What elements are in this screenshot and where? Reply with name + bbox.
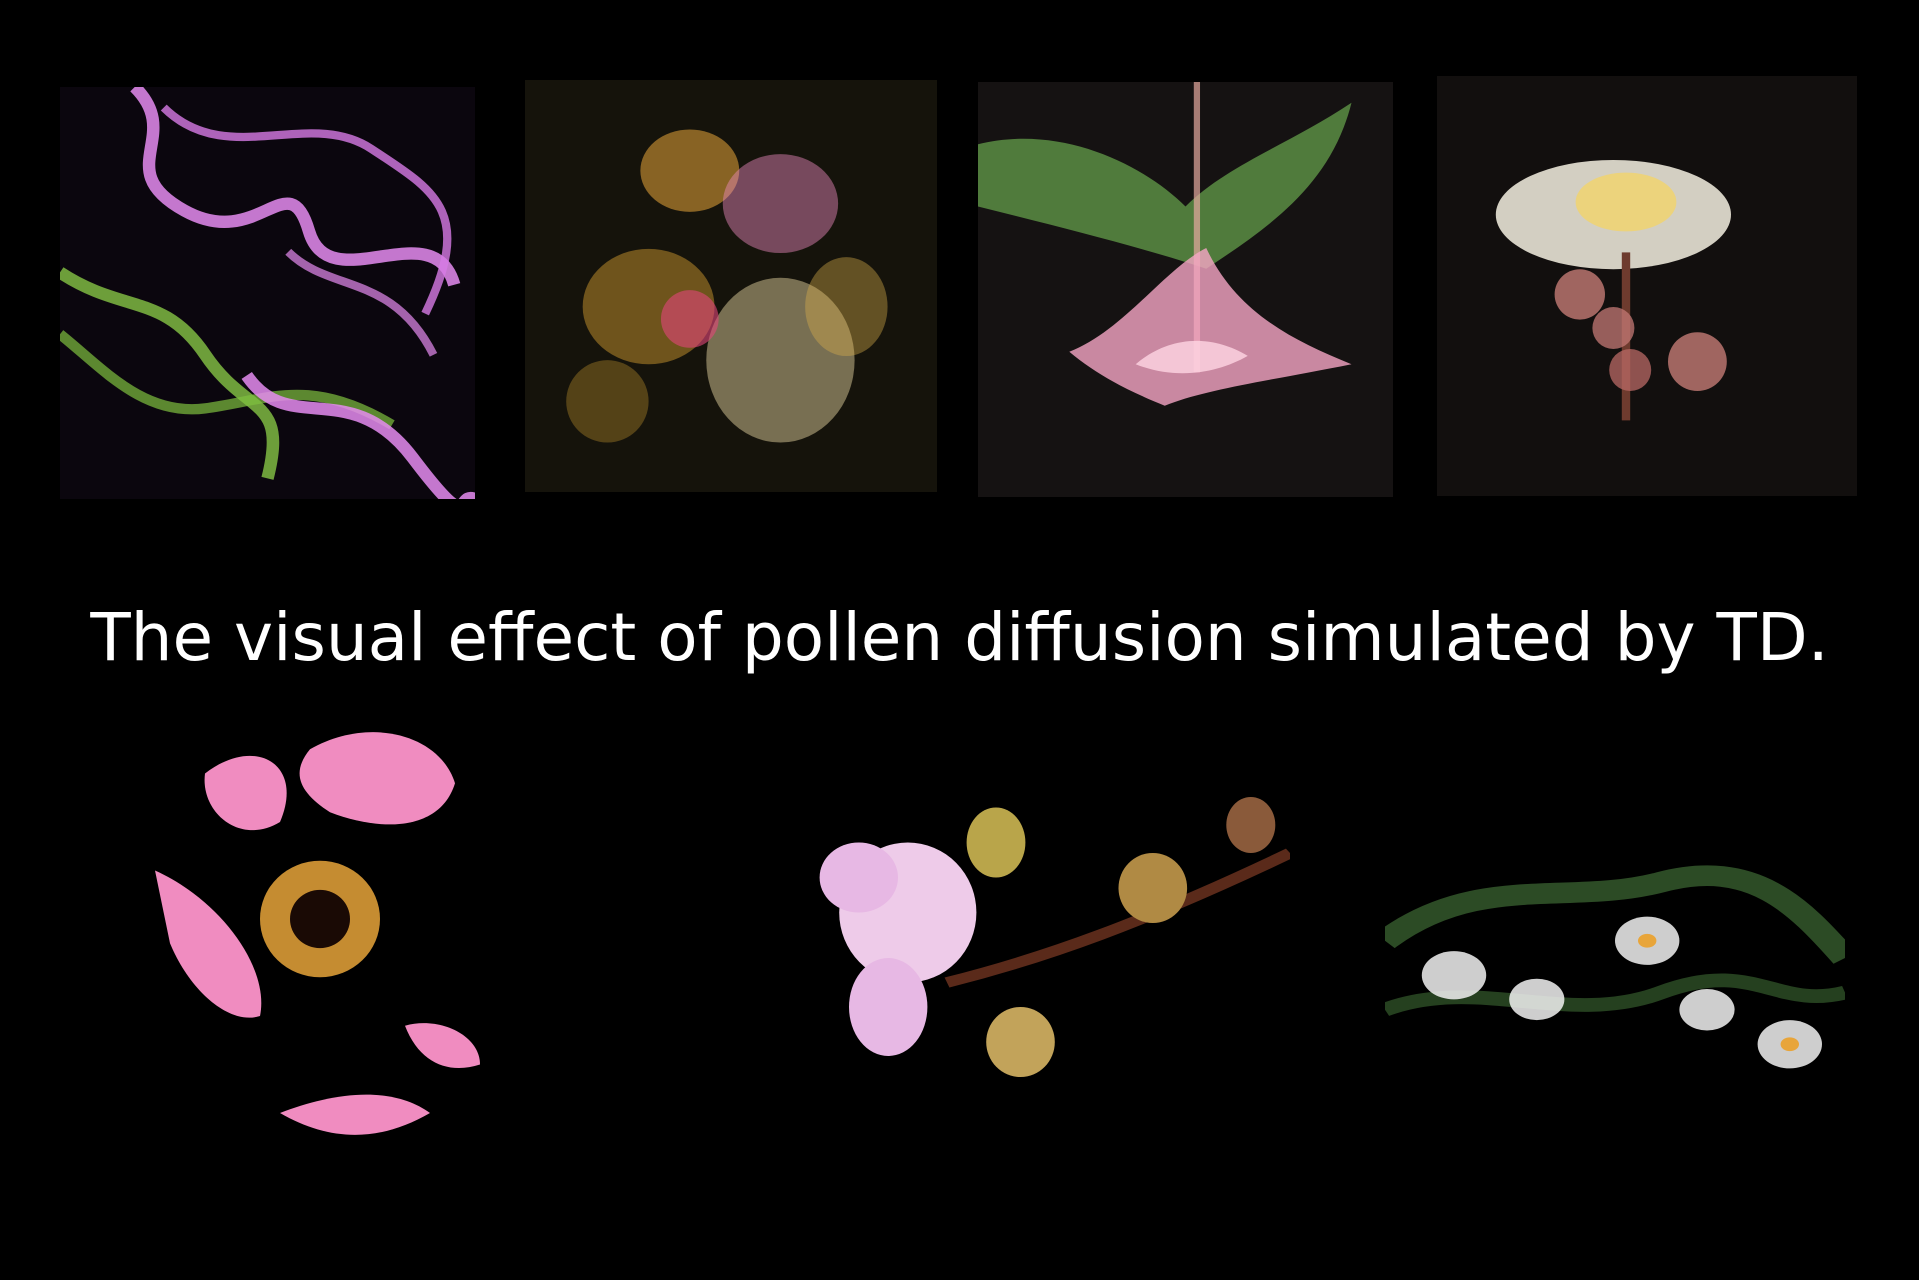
pink-petals-art <box>130 725 630 1210</box>
violet-swirls-art <box>60 87 475 499</box>
image-white-flowers-green-vine <box>1385 820 1845 1165</box>
image-green-leaf-pink-flower <box>978 82 1393 497</box>
golden-pollen-art <box>525 80 937 492</box>
vine-flowers-art <box>1385 820 1845 1165</box>
image-pink-petals-dispersing <box>130 725 630 1210</box>
image-white-blossom <box>1437 76 1857 496</box>
white-blossom-art <box>1437 76 1857 496</box>
image-pink-orchid <box>800 790 1290 1140</box>
image-golden-pollen-cluster <box>525 80 937 492</box>
image-violet-swirls <box>60 87 475 499</box>
orchid-art <box>800 790 1290 1140</box>
leaf-flower-art <box>978 82 1393 497</box>
caption-text: The visual effect of pollen diffusion si… <box>90 599 1829 676</box>
